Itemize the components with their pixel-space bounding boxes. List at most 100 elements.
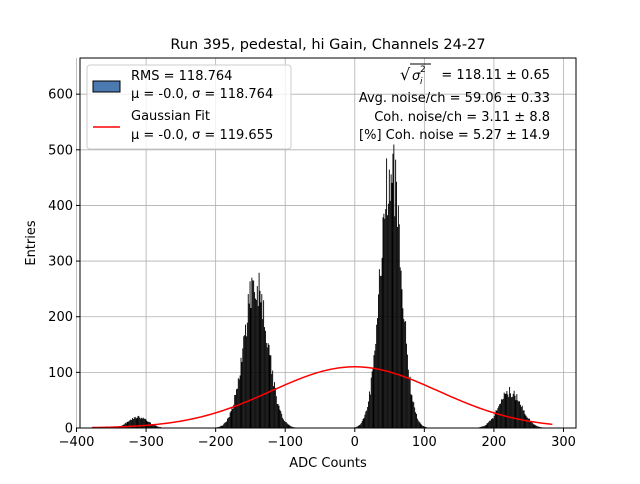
annotation-avg-noise: Avg. noise/ch = 59.06 ± 0.33 xyxy=(359,91,550,106)
histogram-bar xyxy=(257,286,258,428)
x-tick-label: −400 xyxy=(59,435,95,450)
histogram-bar xyxy=(403,319,404,428)
histogram-bar xyxy=(528,419,529,428)
histogram-bar xyxy=(505,394,506,428)
histogram-bar xyxy=(392,183,393,428)
histogram-bar xyxy=(233,405,234,428)
histogram-bar xyxy=(413,402,414,428)
histogram-bar xyxy=(243,336,244,428)
histogram-bar xyxy=(367,407,368,428)
histogram-bar xyxy=(240,375,241,428)
histogram-bar xyxy=(516,394,517,428)
histogram-bar xyxy=(236,389,237,428)
histogram-bar xyxy=(226,422,227,428)
histogram-bar xyxy=(258,306,259,428)
histogram-bar xyxy=(264,327,265,428)
legend-fit-label: Gaussian Fit xyxy=(131,109,210,124)
histogram-bar xyxy=(411,395,412,428)
histogram-bar xyxy=(373,355,374,428)
histogram-bar xyxy=(401,271,402,428)
histogram-bar xyxy=(377,318,378,428)
histogram-bar xyxy=(513,394,514,428)
histogram-bar xyxy=(373,368,374,428)
histogram-bar xyxy=(271,374,272,428)
histogram-bar xyxy=(364,415,365,428)
histogram-bar xyxy=(251,308,252,428)
histogram-bar xyxy=(402,289,403,428)
histogram-bar xyxy=(512,397,513,428)
histogram-bar xyxy=(279,406,280,428)
histogram-bar xyxy=(508,397,509,428)
histogram-bar xyxy=(534,425,535,428)
legend: RMS = 118.764 μ = -0.0, σ = 118.764 Gaus… xyxy=(87,65,291,149)
histogram-bar xyxy=(506,394,507,428)
histogram-bar xyxy=(228,418,229,428)
histogram-bar xyxy=(256,300,257,428)
histogram-bar xyxy=(501,399,502,428)
histogram-bar xyxy=(375,344,376,428)
histogram-bar xyxy=(234,395,235,428)
histogram-bar xyxy=(381,276,382,428)
histogram-bar xyxy=(383,217,384,428)
histogram-bar xyxy=(421,424,422,428)
histogram-bar xyxy=(397,227,398,428)
histogram-bar xyxy=(523,410,524,428)
histogram-bar xyxy=(361,423,362,428)
histogram-bar xyxy=(232,409,233,428)
histogram-bar xyxy=(282,418,283,428)
x-tick-label: 100 xyxy=(412,435,437,450)
histogram-bar xyxy=(502,400,503,428)
histogram-bar xyxy=(263,300,264,428)
histogram-bar xyxy=(249,304,250,428)
histogram-bar xyxy=(368,402,369,428)
histogram-bar xyxy=(414,407,415,428)
histogram-bar xyxy=(396,182,397,428)
histogram-bar xyxy=(285,422,286,428)
histogram-bar xyxy=(498,406,499,428)
histogram-bar xyxy=(494,416,495,428)
histogram-bar xyxy=(230,412,231,428)
y-tick-label: 500 xyxy=(48,143,73,158)
histogram-bar xyxy=(366,410,367,428)
histogram-bar xyxy=(280,411,281,428)
histogram-bar xyxy=(387,215,388,428)
histogram-bar xyxy=(506,391,507,428)
histogram-bar xyxy=(229,417,230,428)
x-tick-label: −300 xyxy=(128,435,164,450)
histogram-bar xyxy=(391,174,392,428)
histogram-bar xyxy=(237,389,238,428)
histogram-bar xyxy=(287,423,288,428)
histogram-bar xyxy=(232,407,233,428)
histogram-bar xyxy=(384,219,385,428)
histogram-bar xyxy=(281,414,282,428)
histogram-bar xyxy=(268,343,269,428)
histogram-bar xyxy=(382,258,383,428)
histogram-bar xyxy=(420,423,421,428)
histogram-bar xyxy=(246,336,247,428)
histogram-bar xyxy=(241,362,242,428)
histogram-bar xyxy=(250,281,251,428)
histogram-bar xyxy=(532,423,533,428)
histogram-bar xyxy=(402,308,403,428)
histogram-bar xyxy=(419,422,420,428)
y-axis-label: Entries xyxy=(24,220,39,266)
histogram-bar xyxy=(278,404,279,428)
histogram-bar xyxy=(504,393,505,428)
histogram-bar xyxy=(365,411,366,428)
x-tick-label: 300 xyxy=(551,435,576,450)
histogram-bar xyxy=(286,422,287,428)
histogram-bar xyxy=(288,424,289,428)
histogram-bar xyxy=(515,400,516,428)
annotation-total-noise: = 118.11 ± 0.65 xyxy=(441,68,550,83)
annotation-coh-noise: Coh. noise/ch = 3.11 ± 8.8 xyxy=(374,110,550,125)
histogram-bar xyxy=(267,347,268,428)
histogram-bar xyxy=(147,421,148,428)
y-tick-label: 200 xyxy=(48,310,73,325)
histogram-bar xyxy=(388,204,389,428)
histogram-bar xyxy=(386,158,387,428)
histogram-bar xyxy=(490,421,491,428)
x-tick-label: 0 xyxy=(351,435,359,450)
histogram-bar xyxy=(417,419,418,428)
histogram-bar xyxy=(395,160,396,428)
